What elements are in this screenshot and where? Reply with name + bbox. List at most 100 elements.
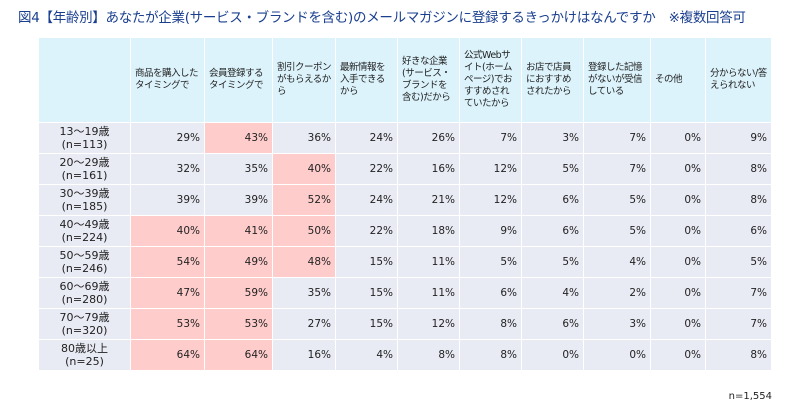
table-cell: 48% [272, 246, 336, 278]
table-cell: 12% [459, 184, 522, 216]
row-label: 50～59歳 (n=246) [38, 246, 131, 278]
column-header: 分からない/答えられない [705, 37, 772, 123]
table-cell: 5% [583, 184, 651, 216]
table-row: 50～59歳 (n=246) 54% 49% 48% 15% 11% 5% 5% 4% 0% 5% [38, 246, 772, 278]
table-cell: 6% [521, 184, 584, 216]
table-cell: 9% [459, 215, 522, 247]
table-cell: 0% [650, 122, 706, 154]
table-cell: 4% [521, 277, 584, 309]
table-cell: 6% [521, 308, 584, 340]
table-row: 40～49歳 (n=224) 40% 41% 50% 22% 18% 9% 6% 5% 0% 6% [38, 215, 772, 247]
column-header: 商品を購入したタイミングで [130, 37, 205, 123]
table-cell: 0% [583, 339, 651, 371]
table-cell: 8% [397, 339, 460, 371]
row-label: 40～49歳 (n=224) [38, 215, 131, 247]
table-cell: 7% [705, 308, 772, 340]
column-header: 登録した記憶がないが受信している [583, 37, 651, 123]
table-cell: 5% [521, 246, 584, 278]
table-cell: 7% [583, 153, 651, 185]
table-cell: 39% [130, 184, 205, 216]
table-cell: 27% [272, 308, 336, 340]
table-cell: 26% [397, 122, 460, 154]
table-cell: 7% [459, 122, 522, 154]
table-cell: 53% [204, 308, 273, 340]
table-cell: 3% [521, 122, 584, 154]
table-cell: 50% [272, 215, 336, 247]
row-label: 13～19歳 (n=113) [38, 122, 131, 154]
table-cell: 49% [204, 246, 273, 278]
table-cell: 16% [397, 153, 460, 185]
table-cell: 41% [204, 215, 273, 247]
total-sample-size: n=1,554 [728, 391, 772, 402]
table-cell: 0% [650, 215, 706, 247]
table-cell: 59% [204, 277, 273, 309]
table-cell: 2% [583, 277, 651, 309]
table-cell: 3% [583, 308, 651, 340]
table-cell: 11% [397, 277, 460, 309]
table-cell: 21% [397, 184, 460, 216]
table-cell: 8% [459, 339, 522, 371]
figure-title: 図4【年齢別】あなたが企業(サービス・ブランドを含む)のメールマガジンに登録する… [18, 10, 746, 26]
row-label: 60～69歳 (n=280) [38, 277, 131, 309]
table-cell: 0% [650, 277, 706, 309]
table-cell: 7% [705, 277, 772, 309]
table-cell: 64% [204, 339, 273, 371]
table-cell: 54% [130, 246, 205, 278]
table-cell: 12% [397, 308, 460, 340]
table-cell: 0% [650, 246, 706, 278]
column-header: 会員登録するタイミングで [204, 37, 273, 123]
table-cell: 18% [397, 215, 460, 247]
table-cell: 7% [583, 122, 651, 154]
table-cell: 47% [130, 277, 205, 309]
column-header: 最新情報を入手できるから [335, 37, 398, 123]
table-cell: 6% [521, 215, 584, 247]
table-cell: 15% [335, 246, 398, 278]
table-cell: 0% [521, 339, 584, 371]
table-cell: 5% [459, 246, 522, 278]
table-cell: 15% [335, 277, 398, 309]
row-label: 70～79歳 (n=320) [38, 308, 131, 340]
table-cell: 16% [272, 339, 336, 371]
results-table: 商品を購入したタイミングで 会員登録するタイミングで 割引クーポンがもらえるから 最新… [38, 37, 772, 371]
table-cell: 40% [272, 153, 336, 185]
table-row: 30～39歳 (n=185) 39% 39% 52% 24% 21% 12% 6% 5% 0% 8% [38, 184, 772, 216]
table-cell: 8% [459, 308, 522, 340]
row-label: 20～29歳 (n=161) [38, 153, 131, 185]
table-cell: 4% [583, 246, 651, 278]
table-cell: 8% [705, 153, 772, 185]
table-cell: 32% [130, 153, 205, 185]
table-cell: 8% [705, 184, 772, 216]
row-label: 30～39歳 (n=185) [38, 184, 131, 216]
table-cell: 24% [335, 122, 398, 154]
table-cell: 6% [705, 215, 772, 247]
table-row: 80歳以上 (n=25) 64% 64% 16% 4% 8% 8% 0% 0% 0% 8% [38, 339, 772, 371]
table-cell: 40% [130, 215, 205, 247]
table-cell: 52% [272, 184, 336, 216]
table-cell: 22% [335, 215, 398, 247]
row-label: 80歳以上 (n=25) [38, 339, 131, 371]
table-cell: 24% [335, 184, 398, 216]
table-row: 60～69歳 (n=280) 47% 59% 35% 15% 11% 6% 4% 2% 0% 7% [38, 277, 772, 309]
table-cell: 29% [130, 122, 205, 154]
table-cell: 0% [650, 153, 706, 185]
column-header: お店で店員におすすめされたから [521, 37, 584, 123]
column-header: 割引クーポンがもらえるから [272, 37, 336, 123]
table-cell: 5% [583, 215, 651, 247]
table-cell: 15% [335, 308, 398, 340]
table-cell: 36% [272, 122, 336, 154]
table-cell: 12% [459, 153, 522, 185]
table-cell: 6% [459, 277, 522, 309]
table-cell: 5% [705, 246, 772, 278]
table-cell: 64% [130, 339, 205, 371]
table-cell: 35% [272, 277, 336, 309]
column-header: その他 [650, 37, 706, 123]
table-cell: 0% [650, 308, 706, 340]
table-row: 13～19歳 (n=113) 29% 43% 36% 24% 26% 7% 3% 7% 0% 9% [38, 122, 772, 154]
table-cell: 11% [397, 246, 460, 278]
header-corner [38, 37, 131, 123]
table-cell: 8% [705, 339, 772, 371]
table-cell: 0% [650, 184, 706, 216]
table-cell: 4% [335, 339, 398, 371]
table-cell: 5% [521, 153, 584, 185]
table-row: 70～79歳 (n=320) 53% 53% 27% 15% 12% 8% 6% 3% 0% 7% [38, 308, 772, 340]
